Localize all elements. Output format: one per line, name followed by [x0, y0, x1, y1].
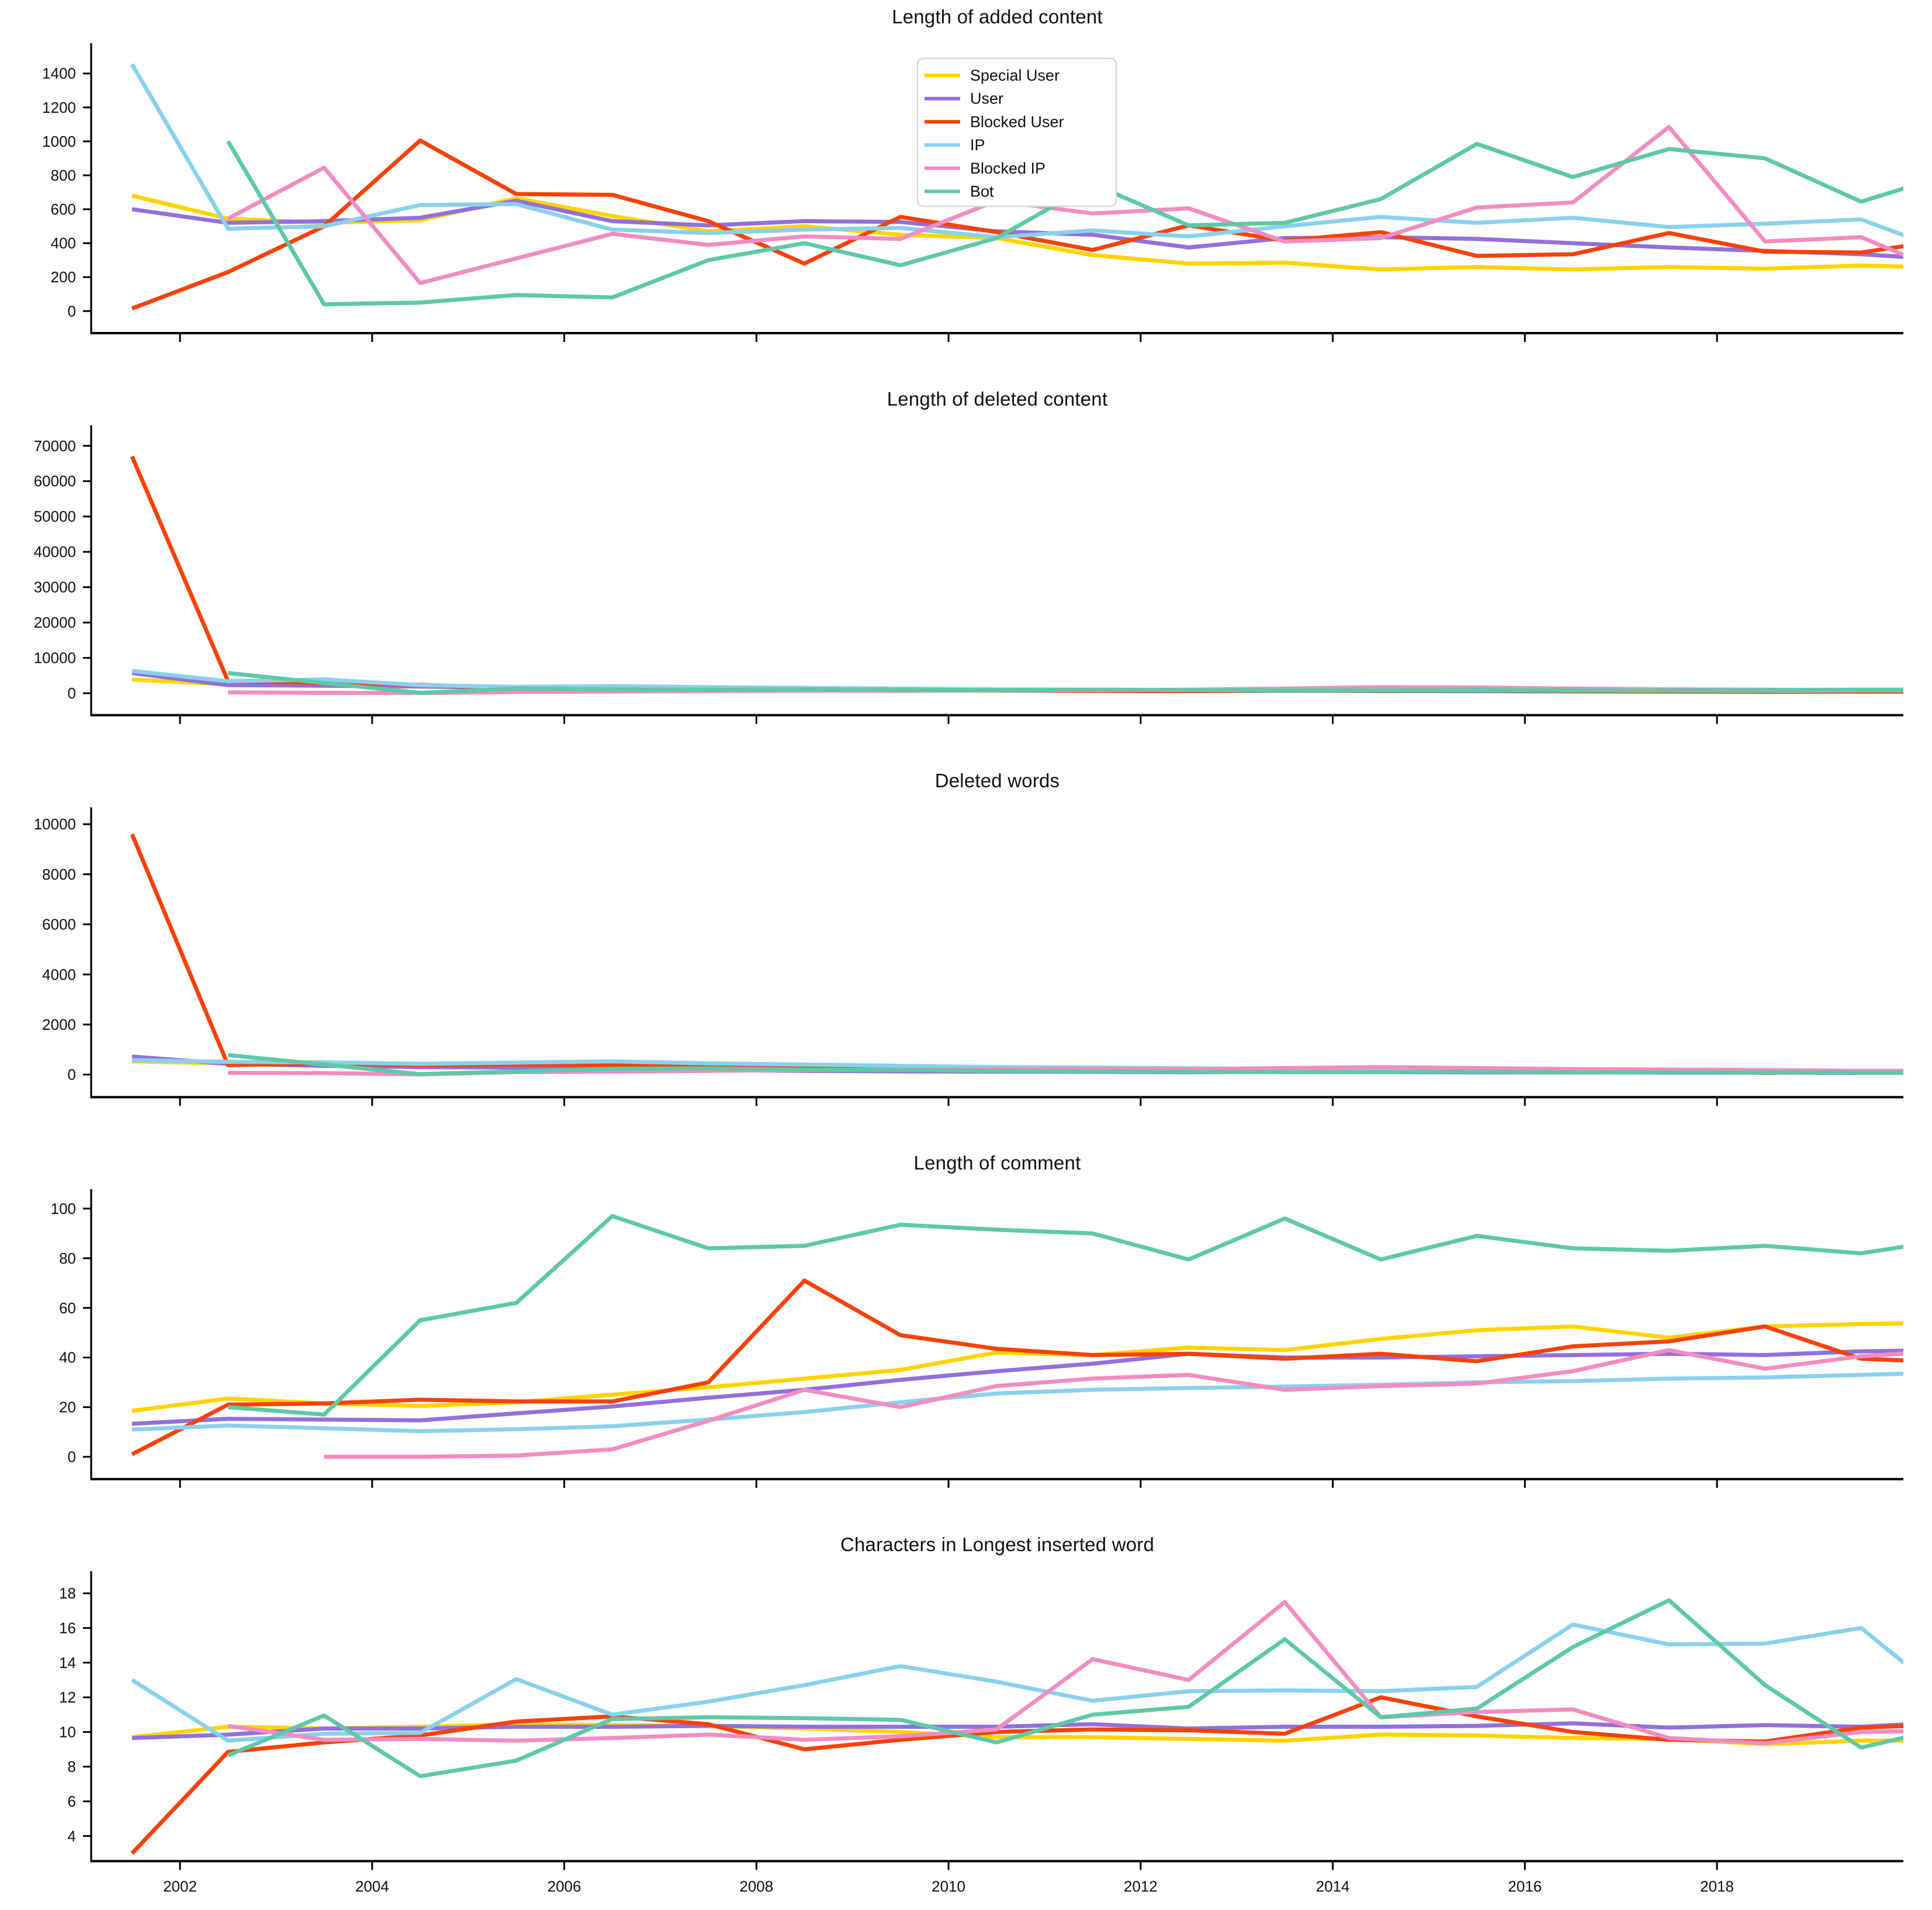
x-tick-label: 2016: [1508, 1877, 1542, 1895]
series-line-user: [131, 1348, 1903, 1426]
y-tick-label: 400: [51, 234, 76, 252]
series-lines: [131, 1214, 1903, 1459]
subplot-comment-length: 0 20 40 60 80 100: [51, 1189, 1903, 1488]
y-tick-label: 12: [59, 1688, 76, 1706]
y-tick-label: 0: [68, 684, 76, 702]
series-lines: [130, 455, 1903, 696]
y-tick-label: 40: [59, 1349, 76, 1366]
y-tick-label: 1400: [42, 65, 76, 82]
series-line-blocked_user: [131, 1278, 1903, 1456]
subplot-longest-word: 4 6 8 10 12 14 16 18 2002 2004 2006 2008 2010 2012 201…: [59, 1571, 1903, 1895]
legend-label-user: User: [970, 90, 1003, 108]
chart-title-added-content: Length of added content: [892, 6, 1103, 27]
chart-title-deleted-content: Length of deleted content: [887, 388, 1108, 410]
y-tick-label: 70000: [34, 437, 76, 455]
series-line-blocked_ip: [227, 124, 1903, 285]
y-tick-label: 60000: [34, 472, 76, 490]
subplot-added-content: 0 200 400 600 800 1000 1200 1400 Special User Use…: [42, 43, 1903, 342]
legend-label-blocked_user: Blocked User: [970, 113, 1064, 130]
y-tick-label: 10000: [34, 649, 76, 667]
y-tick-label: 0: [68, 1066, 76, 1084]
y-tick-label: 18: [59, 1584, 76, 1602]
x-tick-label: 2004: [355, 1877, 389, 1895]
y-tick-label: 10: [59, 1723, 76, 1741]
y-tick-label: 8: [68, 1758, 76, 1776]
y-tick-label: 14: [59, 1654, 76, 1672]
legend-label-ip: IP: [970, 136, 985, 154]
y-tick-label: 20000: [34, 614, 76, 631]
series-line-ip: [131, 1372, 1903, 1434]
series-line-user: [131, 1721, 1903, 1741]
y-tick-label: 800: [51, 167, 76, 184]
x-tick-label: 2010: [932, 1877, 965, 1895]
y-tick-label: 20: [59, 1399, 76, 1416]
y-tick-label: 80: [59, 1250, 76, 1267]
chart-title-comment-length: Length of comment: [913, 1152, 1081, 1174]
series-lines: [130, 833, 1903, 1077]
y-tick-label: 1200: [42, 99, 76, 116]
y-tick-label: 0: [68, 1448, 76, 1466]
x-tick-label: 2012: [1124, 1877, 1158, 1895]
series-line-bot: [227, 1214, 1903, 1417]
subplot-deleted-words: 0 2000 4000 6000 8000 10000: [34, 807, 1903, 1106]
series-line-blocked_user: [130, 1695, 1903, 1855]
x-tick-label: 2008: [739, 1877, 773, 1895]
y-tick-label: 2000: [42, 1016, 76, 1033]
series-line-bot: [227, 1053, 1903, 1077]
series-line-blocked_user: [131, 138, 1903, 311]
y-tick-label: 4: [68, 1827, 76, 1845]
series-lines: [130, 1598, 1903, 1855]
y-tick-label: 4000: [42, 966, 76, 983]
y-tick-label: 10000: [34, 815, 76, 833]
series-line-blocked_user: [130, 455, 1903, 694]
legend-label-bot: Bot: [970, 183, 994, 200]
legend-label-blocked_ip: Blocked IP: [970, 160, 1045, 177]
x-tick-label: 2018: [1700, 1877, 1734, 1895]
y-tick-label: 30000: [34, 579, 76, 596]
x-tick-label: 2002: [163, 1877, 197, 1895]
series-line-ip: [131, 1622, 1903, 1743]
y-tick-label: 40000: [34, 543, 76, 560]
y-tick-label: 60: [59, 1299, 76, 1317]
y-tick-label: 16: [59, 1619, 76, 1636]
y-tick-label: 600: [51, 200, 76, 218]
legend-box: [916, 57, 1117, 207]
y-tick-label: 1000: [42, 133, 76, 150]
series-line-bot: [227, 1598, 1903, 1778]
y-tick-label: 200: [51, 268, 76, 286]
series-line-ip: [130, 63, 1903, 240]
series-line-blocked_user: [130, 833, 1903, 1075]
series-line-blocked_ip: [324, 1348, 1903, 1459]
y-tick-label: 0: [68, 302, 76, 320]
x-tick-label: 2014: [1316, 1877, 1350, 1895]
legend: Special User User Blocked User IP Blocked IP…: [916, 57, 1117, 207]
y-tick-label: 50000: [34, 508, 76, 525]
y-tick-label: 100: [51, 1200, 76, 1217]
chart-title-deleted-words: Deleted words: [934, 770, 1060, 791]
subplot-deleted-content: 0 10000 20000 30000 40000 50000 60000 70000: [34, 425, 1903, 724]
series-line-bot: [227, 671, 1903, 695]
y-tick-label: 6: [68, 1793, 76, 1810]
legend-label-special_user: Special User: [970, 67, 1060, 84]
y-tick-label: 6000: [42, 916, 76, 933]
x-tick-label: 2006: [548, 1877, 581, 1895]
y-tick-label: 8000: [42, 866, 76, 883]
chart-title-longest-word: Characters in Longest inserted word: [840, 1534, 1155, 1555]
series-line-blocked_ip: [227, 1600, 1903, 1746]
